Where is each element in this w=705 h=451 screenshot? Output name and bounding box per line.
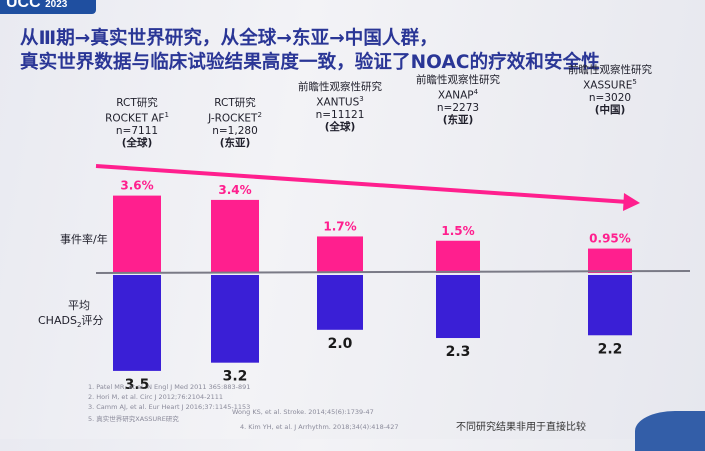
study-region: (东亚) bbox=[219, 136, 251, 149]
chads-score-label: 3.2 bbox=[223, 369, 248, 385]
event-rate-label: 1.7% bbox=[323, 219, 356, 233]
study-sample-size: n=2273 bbox=[436, 101, 480, 114]
congress-logo: UCC 2023 bbox=[0, 0, 96, 14]
slide-title-line1: 从Ⅲ期→真实世界研究，从全球→东亚→中国人群， bbox=[20, 28, 438, 49]
trend-arrow-line bbox=[95, 164, 629, 204]
trend-arrow-head bbox=[623, 193, 640, 211]
chads-score-label: 2.0 bbox=[328, 336, 353, 352]
study-name: XANAP4 bbox=[437, 88, 479, 102]
study-name: J-ROCKET2 bbox=[208, 111, 262, 125]
study-sample-size: n=1,280 bbox=[212, 124, 258, 137]
study-type: 前瞻性观察性研究 bbox=[416, 74, 500, 86]
decorative-corner bbox=[635, 411, 705, 451]
chads-score-bar bbox=[211, 275, 259, 363]
study-header: 前瞻性观察性研究 XASSURE5 n=3020 (中国) bbox=[550, 64, 670, 116]
study-name: XASSURE5 bbox=[583, 78, 637, 92]
event-rate-bar bbox=[436, 240, 480, 273]
chads-score-bar bbox=[317, 275, 363, 330]
study-region: (东亚) bbox=[442, 113, 474, 126]
reference-footnote: Wong KS, et al. Stroke. 2014;45(6):1739-… bbox=[232, 408, 374, 416]
study-header: 前瞻性观察性研究 XANAP4 n=2273 (东亚) bbox=[398, 74, 518, 126]
chads-score-bar bbox=[113, 275, 161, 371]
study-sample-size: n=7111 bbox=[115, 124, 159, 137]
bar-chart: 3.6% 3.5 3.4% 3.2 1.7% 2.0 1.5% 2.3 0.95% 2.2 bbox=[95, 164, 691, 393]
chads-axis-label-line1: 平均 bbox=[68, 299, 90, 312]
study-header: RCT研究 J-ROCKET2 n=1,280 (东亚) bbox=[175, 97, 295, 149]
comparison-notice: 不同研究结果非用于直接比较 bbox=[456, 422, 586, 433]
reference-footnote: 2. Hori M, et al. Circ J 2012;76:2104-21… bbox=[88, 393, 224, 401]
study-sample-size: n=3020 bbox=[588, 91, 632, 104]
study-type: 前瞻性观察性研究 bbox=[298, 81, 382, 93]
baseline bbox=[95, 270, 691, 274]
reference-footnote: 1. Patel MR, et al. N Engl J Med 2011 36… bbox=[88, 383, 251, 391]
reference-footnote: 3. Camm AJ, et al. Eur Heart J 2016;37:1… bbox=[88, 403, 251, 411]
study-type: RCT研究 bbox=[214, 97, 256, 109]
study-name: XANTUS3 bbox=[316, 95, 364, 109]
event-rate-bar bbox=[588, 248, 632, 273]
event-rate-bar bbox=[113, 195, 161, 273]
reference-footnote: 4. Kim YH, et al. J Arrhythm. 2018;34(4)… bbox=[240, 423, 399, 431]
event-rate-label: 3.4% bbox=[218, 183, 251, 197]
chads-score-bar bbox=[588, 275, 632, 336]
event-rate-label: 1.5% bbox=[441, 224, 474, 238]
reference-footnote: 5. 真实世界研究XASSURE研究 bbox=[88, 415, 179, 423]
chads-score-label: 3.5 bbox=[125, 377, 150, 393]
study-region: (全球) bbox=[121, 136, 153, 149]
event-rate-bar bbox=[211, 199, 259, 273]
slide-title-line2: 真实世界数据与临床试验结果高度一致，验证了NOAC的疗效和安全性 bbox=[20, 52, 600, 73]
chads-axis-label-line2: CHADS2评分 bbox=[38, 314, 104, 330]
study-region: (全球) bbox=[324, 120, 356, 133]
study-type: RCT研究 bbox=[116, 97, 158, 109]
event-rate-label: 3.6% bbox=[120, 179, 153, 193]
event-rate-bar bbox=[317, 236, 363, 273]
study-header: RCT研究 ROCKET AF1 n=7111 (全球) bbox=[77, 97, 197, 149]
chads-score-label: 2.2 bbox=[598, 341, 623, 357]
chads-score-label: 2.3 bbox=[446, 344, 471, 360]
study-sample-size: n=11121 bbox=[315, 108, 365, 121]
study-name: ROCKET AF1 bbox=[105, 111, 169, 125]
event-rate-label: 0.95% bbox=[589, 232, 631, 246]
chads-score-bar bbox=[436, 275, 480, 339]
study-header: 前瞻性观察性研究 XANTUS3 n=11121 (全球) bbox=[280, 81, 400, 133]
study-region: (中国) bbox=[594, 103, 626, 116]
event-rate-axis-label: 事件率/年 bbox=[60, 233, 108, 246]
study-type: 前瞻性观察性研究 bbox=[568, 64, 652, 76]
